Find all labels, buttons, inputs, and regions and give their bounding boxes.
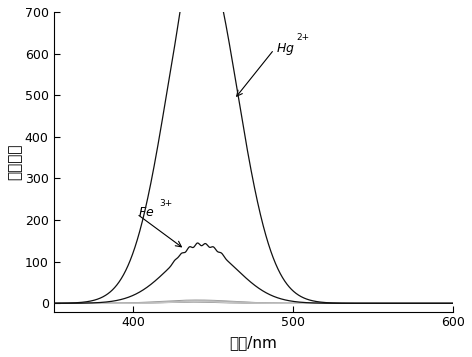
Text: 3+: 3+ <box>159 198 172 207</box>
X-axis label: 波长/nm: 波长/nm <box>229 335 277 350</box>
Text: $\mathit{Fe}$: $\mathit{Fe}$ <box>138 206 155 220</box>
Y-axis label: 荧光强度: 荧光强度 <box>7 144 22 180</box>
Text: $\mathit{Hg}$: $\mathit{Hg}$ <box>276 41 295 56</box>
Text: 2+: 2+ <box>296 33 310 42</box>
